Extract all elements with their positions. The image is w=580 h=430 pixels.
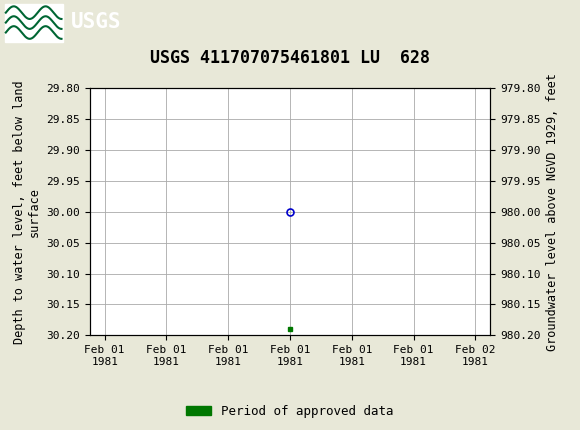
Text: USGS: USGS	[71, 12, 122, 32]
Text: USGS 411707075461801 LU  628: USGS 411707075461801 LU 628	[150, 49, 430, 68]
FancyBboxPatch shape	[5, 3, 63, 42]
Y-axis label: Groundwater level above NGVD 1929, feet: Groundwater level above NGVD 1929, feet	[546, 73, 559, 351]
Y-axis label: Depth to water level, feet below land
surface: Depth to water level, feet below land su…	[13, 80, 41, 344]
Legend: Period of approved data: Period of approved data	[181, 400, 399, 423]
